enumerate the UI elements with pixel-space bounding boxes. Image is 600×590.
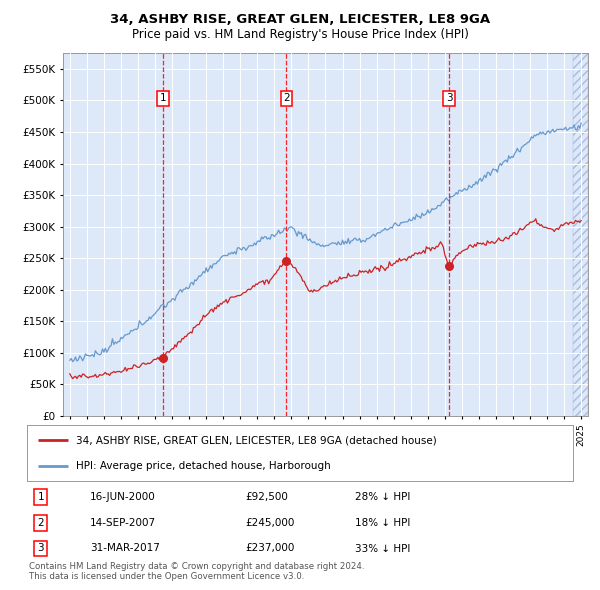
Text: 34, ASHBY RISE, GREAT GLEN, LEICESTER, LE8 9GA: 34, ASHBY RISE, GREAT GLEN, LEICESTER, L… <box>110 13 490 26</box>
Text: 3: 3 <box>37 543 44 553</box>
Text: 2: 2 <box>37 518 44 528</box>
Text: 14-SEP-2007: 14-SEP-2007 <box>90 518 156 528</box>
Text: This data is licensed under the Open Government Licence v3.0.: This data is licensed under the Open Gov… <box>29 572 304 581</box>
Text: 16-JUN-2000: 16-JUN-2000 <box>90 492 155 502</box>
Text: 18% ↓ HPI: 18% ↓ HPI <box>355 518 410 528</box>
Text: 1: 1 <box>37 492 44 502</box>
Text: £237,000: £237,000 <box>245 543 295 553</box>
Text: Price paid vs. HM Land Registry's House Price Index (HPI): Price paid vs. HM Land Registry's House … <box>131 28 469 41</box>
Text: 34, ASHBY RISE, GREAT GLEN, LEICESTER, LE8 9GA (detached house): 34, ASHBY RISE, GREAT GLEN, LEICESTER, L… <box>76 435 437 445</box>
Text: Contains HM Land Registry data © Crown copyright and database right 2024.: Contains HM Land Registry data © Crown c… <box>29 562 364 571</box>
Text: £245,000: £245,000 <box>245 518 295 528</box>
Text: 33% ↓ HPI: 33% ↓ HPI <box>355 543 410 553</box>
Text: 31-MAR-2017: 31-MAR-2017 <box>90 543 160 553</box>
Text: 1: 1 <box>160 93 166 103</box>
Text: £92,500: £92,500 <box>245 492 288 502</box>
Text: 3: 3 <box>446 93 452 103</box>
Text: 2: 2 <box>283 93 290 103</box>
Text: HPI: Average price, detached house, Harborough: HPI: Average price, detached house, Harb… <box>76 461 331 471</box>
Text: 28% ↓ HPI: 28% ↓ HPI <box>355 492 410 502</box>
